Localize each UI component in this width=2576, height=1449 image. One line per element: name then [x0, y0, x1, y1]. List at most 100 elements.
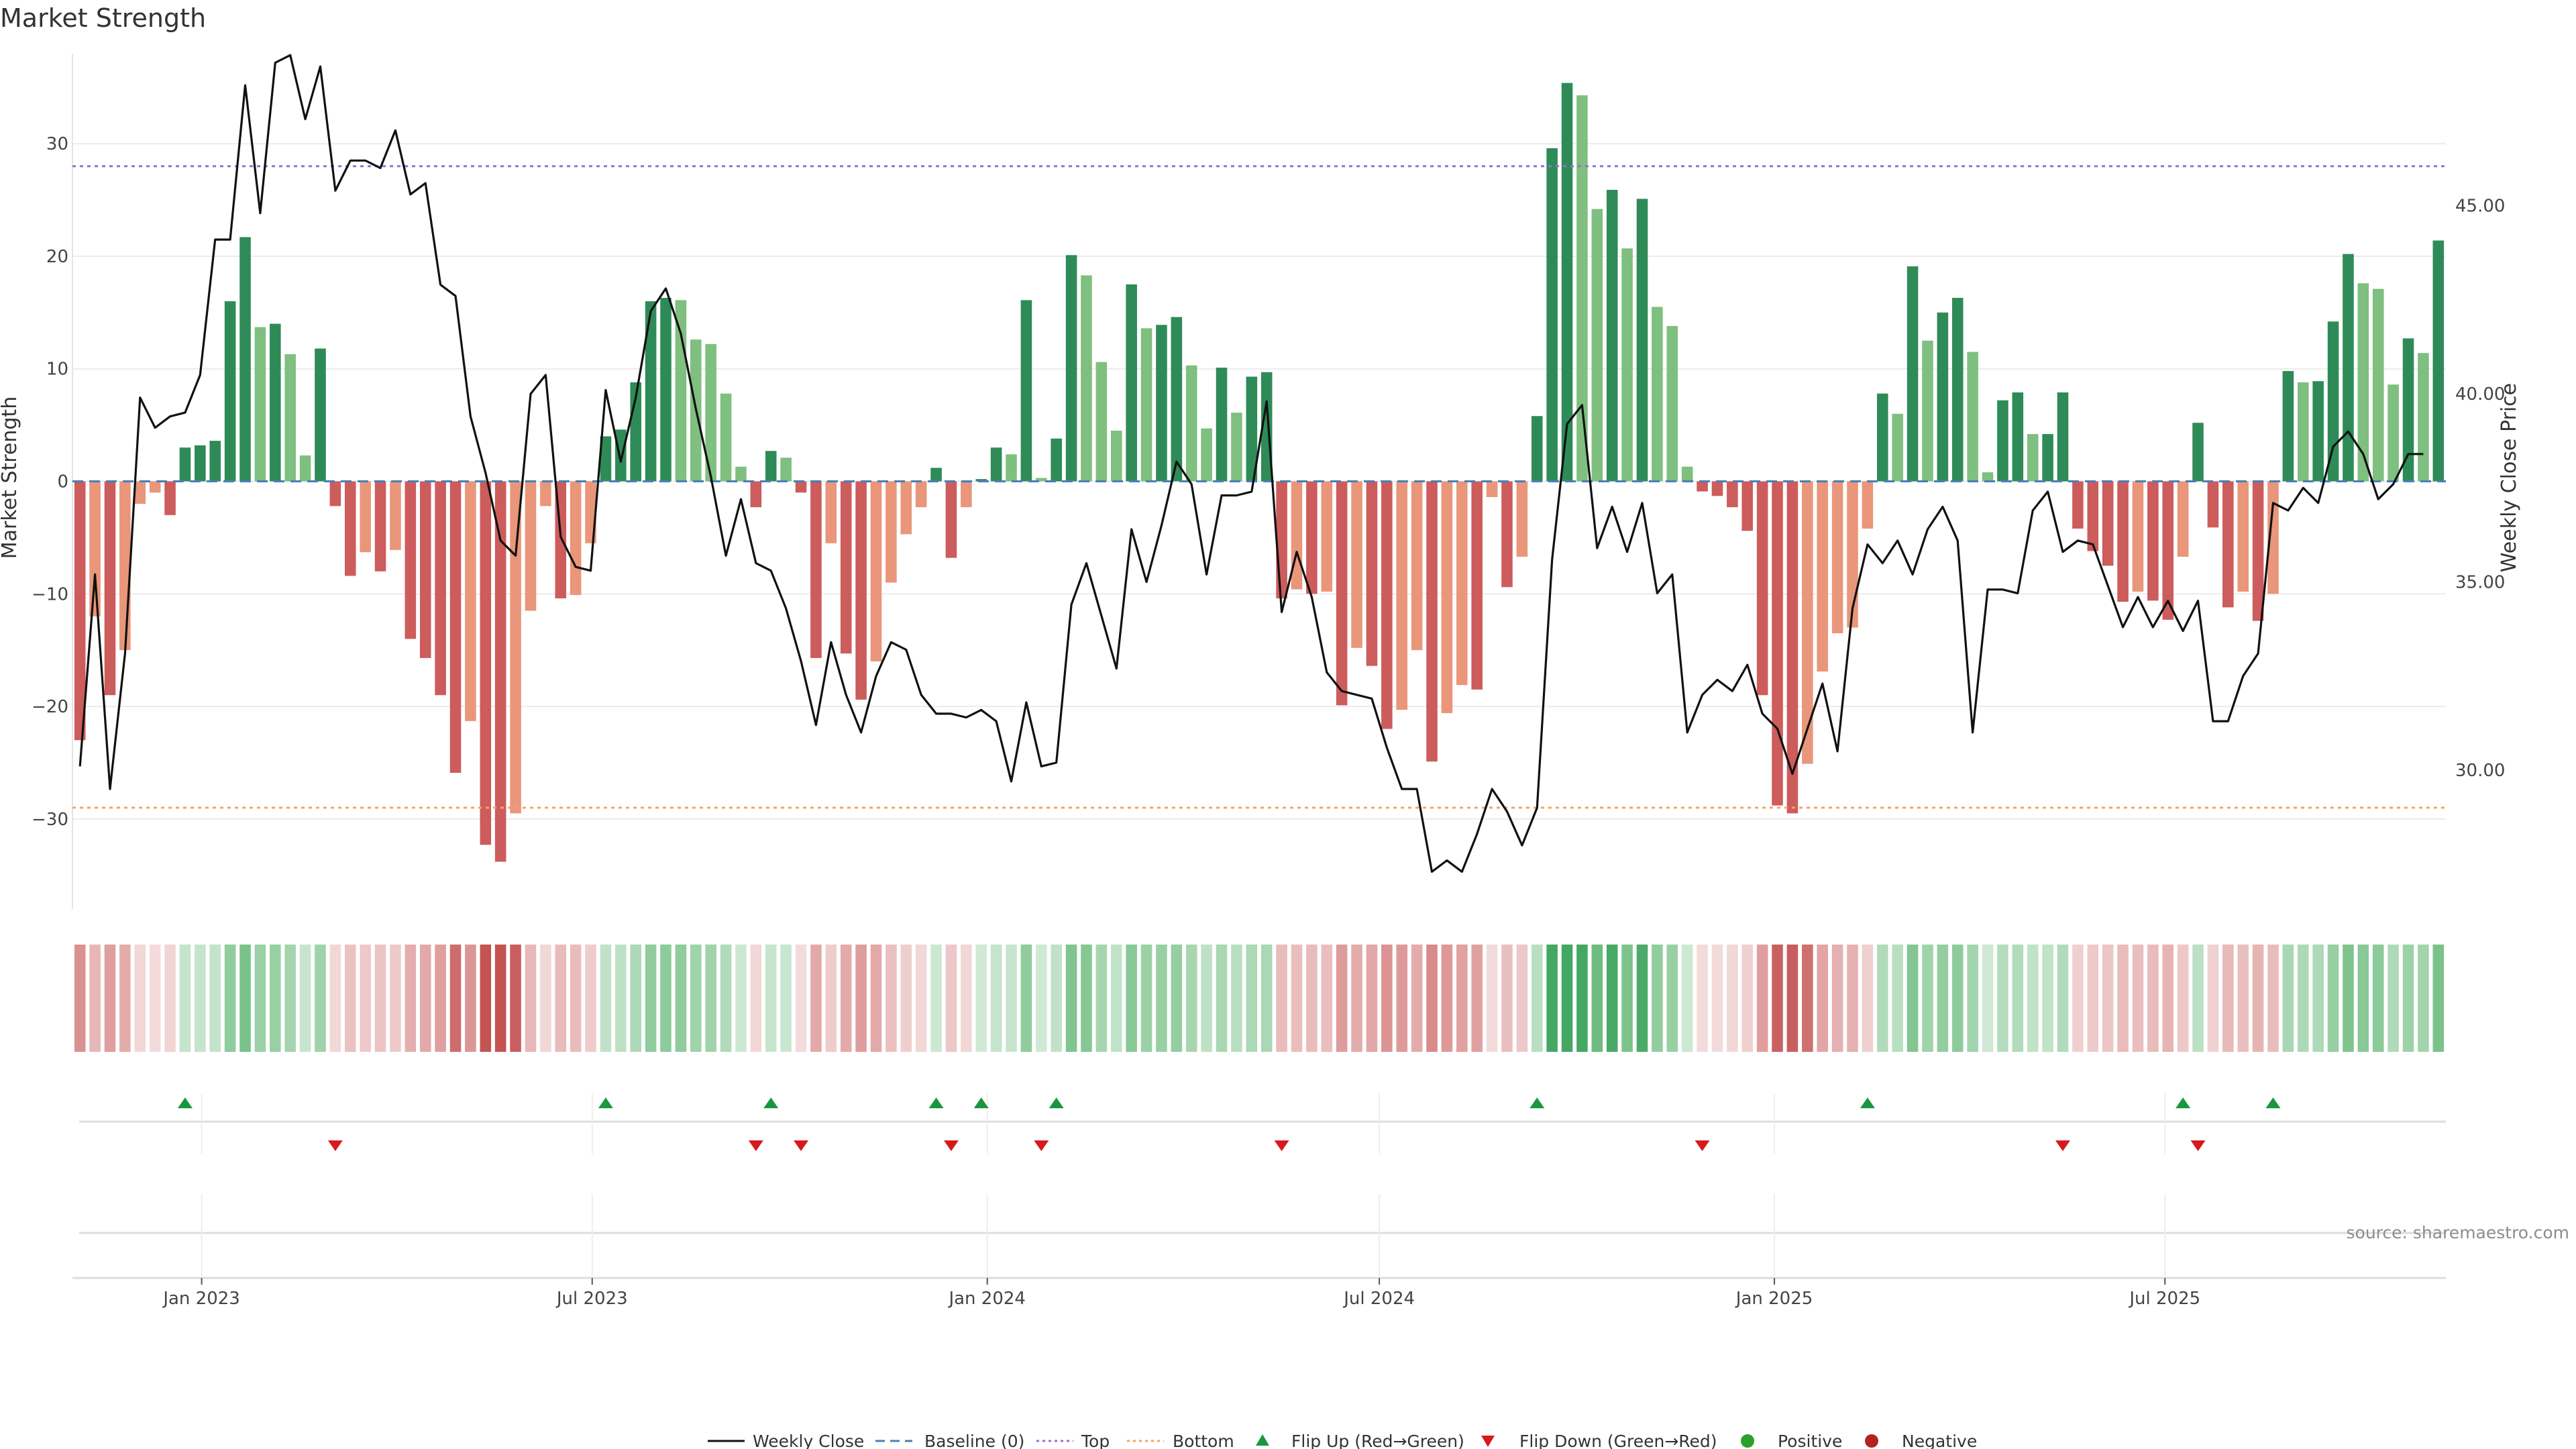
heatmap-cell [1171, 945, 1183, 1052]
heatmap-cell [2432, 945, 2445, 1052]
strength-bar [1351, 481, 1362, 648]
heatmap-cell [1351, 945, 1362, 1052]
strength-bar [2297, 382, 2309, 482]
heatmap-cell [1456, 945, 1468, 1052]
heatmap-cell [510, 945, 521, 1052]
heatmap-cell [1185, 945, 1197, 1052]
heatmap-cell [915, 945, 927, 1052]
heatmap-cell [1652, 945, 1663, 1052]
heatmap-cell [1291, 945, 1303, 1052]
flip-down-marker [2190, 1140, 2206, 1151]
heatmap-cell [2267, 945, 2279, 1052]
heatmap-cell [975, 945, 987, 1052]
flip-up-marker [2265, 1097, 2281, 1108]
heatmap-cell [675, 945, 687, 1052]
strength-bar [1652, 307, 1663, 482]
strength-bar [239, 237, 251, 482]
strength-bar [1036, 478, 1047, 482]
flip-down-marker [1274, 1140, 1289, 1151]
heatmap-cell [2057, 945, 2069, 1052]
strength-bar [1967, 352, 1978, 482]
legend-negative: Negative [1865, 1432, 1977, 1449]
strength-bar [360, 481, 371, 553]
strength-bar [405, 481, 417, 639]
strength-bar [2387, 384, 2399, 482]
heatmap-cell [2237, 945, 2249, 1052]
strength-bar [1922, 340, 1933, 482]
heatmap-cell [89, 945, 101, 1052]
heatmap-cell [765, 945, 777, 1052]
strength-bar [885, 481, 897, 583]
heatmap-cell [164, 945, 176, 1052]
legend-negative-label: Negative [1902, 1432, 1977, 1449]
strength-bar [2072, 481, 2084, 529]
legend: Weekly Close Baseline (0) Top Bottom Fli… [708, 1432, 1977, 1449]
heatmap-cell [494, 945, 506, 1052]
heatmap-cell [570, 945, 582, 1052]
legend-flip-down: Flip Down (Green→Red) [1481, 1432, 1717, 1449]
heatmap-cell [1126, 945, 1137, 1052]
heatmap-cell [405, 945, 417, 1052]
strength-bar [284, 354, 296, 482]
strength-bar [870, 481, 882, 661]
strength-bar [1516, 481, 1528, 557]
strength-bar [735, 466, 747, 482]
strength-bar [900, 481, 912, 535]
heatmap-cell [1681, 945, 1693, 1052]
strength-bar [975, 479, 987, 482]
heatmap-cell [224, 945, 236, 1052]
legend-bottom-label: Bottom [1173, 1432, 1234, 1449]
y2-tick-label: 45.00 [2455, 197, 2505, 217]
strength-bar [1606, 189, 1618, 482]
strength-bar [299, 455, 311, 482]
strength-bar [570, 481, 582, 595]
strength-heatmap-strip [74, 945, 2445, 1052]
strength-bar [74, 481, 86, 741]
heatmap-cell [2072, 945, 2084, 1052]
strength-bar [89, 481, 101, 616]
heatmap-cell [1486, 945, 1498, 1052]
strength-bar [675, 300, 687, 482]
strength-bar [1185, 365, 1197, 482]
strength-bar [1020, 300, 1032, 482]
heatmap-cell [1576, 945, 1588, 1052]
strength-bar [1741, 481, 1754, 531]
y-tick-label: 0 [57, 472, 68, 492]
heatmap-cell [1802, 945, 1813, 1052]
strength-bar [1666, 325, 1678, 482]
heatmap-cell [1036, 945, 1047, 1052]
strength-bar [449, 481, 462, 773]
heatmap-cell [1711, 945, 1723, 1052]
heatmap-cell [390, 945, 401, 1052]
strength-bar [1051, 438, 1062, 482]
strength-bar [720, 393, 732, 482]
flip-up-marker [1049, 1097, 1064, 1108]
heatmap-cell [540, 945, 551, 1052]
strength-bar [1381, 481, 1393, 729]
strength-bar [1756, 481, 1768, 696]
strength-bar [2207, 481, 2219, 528]
heatmap-cell [2357, 945, 2369, 1052]
strength-bar [2237, 481, 2249, 592]
flip-up-marker [1860, 1097, 1875, 1108]
strength-bar [1727, 481, 1738, 508]
heatmap-cell [344, 945, 356, 1052]
x-tick-label: Jul 2023 [555, 1289, 628, 1309]
strength-bar [390, 481, 401, 550]
heatmap-cell [1831, 945, 1843, 1052]
strength-bar [1246, 376, 1258, 482]
strength-bar [2282, 371, 2294, 482]
heatmap-cell [825, 945, 837, 1052]
strength-bar [1907, 266, 1919, 482]
heatmap-cell [1306, 945, 1318, 1052]
strength-bar [1276, 481, 1287, 598]
strength-bar [270, 323, 281, 482]
heatmap-cell [870, 945, 882, 1052]
flip-down-marker [748, 1140, 763, 1151]
heatmap-cell [855, 945, 867, 1052]
x-tick-label: Jan 2023 [162, 1289, 240, 1309]
strength-bar [855, 481, 867, 700]
heatmap-cell [1591, 945, 1603, 1052]
heatmap-cell [1051, 945, 1062, 1052]
legend-weekly-close-label: Weekly Close [753, 1432, 864, 1449]
